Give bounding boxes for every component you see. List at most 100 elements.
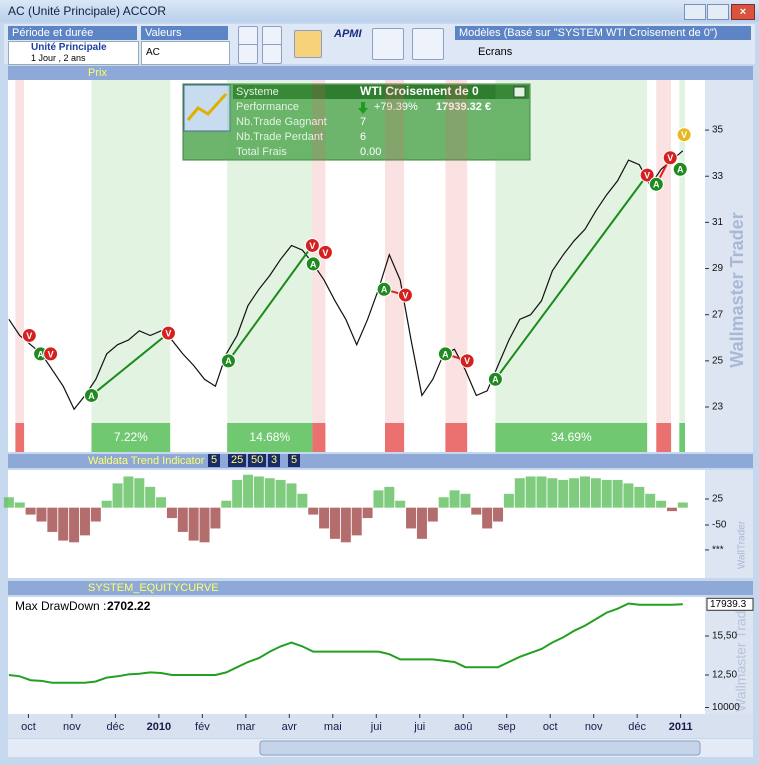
tool-icon[interactable] bbox=[238, 44, 258, 64]
close-button[interactable]: × bbox=[731, 4, 755, 20]
signal bbox=[376, 281, 392, 297]
indicator-bar bbox=[145, 486, 156, 508]
drawdown-value: 2702.22 bbox=[107, 599, 151, 613]
x-tick-label: déc bbox=[107, 721, 125, 733]
zone bbox=[679, 80, 685, 452]
signal-label: V bbox=[464, 356, 470, 366]
y-tick-label: 23 bbox=[712, 402, 724, 413]
unit: Unité Principale bbox=[31, 42, 107, 53]
signal bbox=[21, 327, 37, 343]
tool-icon[interactable] bbox=[262, 44, 282, 64]
y-tick-label: 25 bbox=[712, 494, 724, 505]
indicator-bar bbox=[590, 478, 601, 508]
system-text: 0.00 bbox=[360, 146, 381, 158]
signal-label: A bbox=[225, 356, 232, 366]
signal bbox=[437, 346, 453, 362]
indicator-bar bbox=[112, 483, 123, 508]
system-text: 17939.32 € bbox=[436, 101, 491, 113]
maximize-button[interactable] bbox=[707, 4, 729, 20]
indicator-bar bbox=[384, 486, 395, 508]
signal-label: V bbox=[644, 170, 650, 180]
indicator-bar bbox=[514, 478, 525, 508]
zone-strip bbox=[312, 423, 326, 452]
x-tick-label: jui bbox=[413, 721, 425, 733]
period-selector[interactable]: Unité Principale 1 Jour , 2 ans bbox=[8, 41, 139, 65]
indicator-bar bbox=[471, 507, 482, 515]
signal-label: A bbox=[37, 349, 44, 359]
x-tick-label: nov bbox=[585, 721, 603, 733]
current-value: 17939.3 bbox=[710, 599, 747, 610]
indicator-bar bbox=[406, 507, 417, 529]
apmi-label[interactable]: APMI bbox=[334, 28, 362, 40]
signal bbox=[487, 371, 503, 387]
indicator-bar bbox=[166, 507, 177, 519]
x-tick-label: avr bbox=[282, 721, 298, 733]
signal bbox=[639, 167, 655, 183]
signal-label: V bbox=[26, 331, 32, 341]
system-text: +79.39% bbox=[374, 101, 418, 113]
scrollbar-thumb[interactable] bbox=[259, 740, 701, 756]
tool-icon[interactable] bbox=[294, 30, 322, 58]
minimize-button[interactable] bbox=[684, 4, 706, 20]
signal bbox=[397, 287, 413, 303]
trade-line bbox=[227, 244, 314, 362]
indicator-bar bbox=[3, 497, 14, 508]
zone bbox=[227, 80, 313, 452]
indicator-bar bbox=[482, 507, 493, 529]
indicator-bar bbox=[634, 486, 645, 508]
indicator-bar bbox=[69, 507, 80, 543]
symbol: AC bbox=[146, 47, 160, 58]
window-title: AC (Unité Principale) ACCOR bbox=[8, 4, 167, 18]
zone-strip bbox=[495, 423, 648, 452]
param: 50 bbox=[248, 454, 267, 467]
indicator-bar bbox=[395, 500, 406, 508]
indicator-bar bbox=[101, 500, 112, 508]
panel-title: Prix bbox=[88, 67, 107, 79]
tool-icon[interactable] bbox=[412, 28, 444, 60]
signal-label: A bbox=[677, 165, 684, 175]
zone-strip bbox=[679, 423, 685, 452]
zone-strip bbox=[227, 423, 313, 452]
x-tick-label: 2011 bbox=[669, 721, 693, 733]
indicator-bar bbox=[253, 476, 264, 508]
indicator-bar bbox=[525, 476, 536, 508]
signal-label: A bbox=[310, 259, 317, 269]
indicator-bar bbox=[221, 500, 232, 508]
indicator-bar bbox=[373, 490, 384, 508]
x-tick-label: nov bbox=[63, 721, 81, 733]
signal bbox=[662, 150, 678, 166]
indicator-bar bbox=[319, 507, 330, 529]
signal bbox=[648, 176, 664, 192]
indicator-bar bbox=[156, 497, 167, 508]
indicator-bar bbox=[297, 493, 308, 508]
data-line bbox=[8, 602, 683, 684]
param: 3 bbox=[268, 454, 281, 467]
zone-strip bbox=[91, 423, 171, 452]
indicator-bar bbox=[536, 476, 547, 508]
symbol-box[interactable]: AC bbox=[141, 41, 230, 65]
zone-label: 14.68% bbox=[249, 430, 290, 444]
indicator-bar bbox=[493, 507, 504, 522]
zone-strip bbox=[656, 423, 672, 452]
signal-label: V bbox=[681, 130, 687, 140]
values-header: Valeurs bbox=[141, 26, 228, 40]
toolbar: Période et durée Unité Principale 1 Jour… bbox=[4, 24, 755, 65]
zone-label: 7.22% bbox=[114, 430, 148, 444]
indicator-bar bbox=[547, 478, 558, 508]
indicator-bar bbox=[308, 507, 319, 515]
panel-header: Waldata Trend Indicator 5 25 50 3 5 bbox=[8, 454, 753, 468]
tool-icon[interactable] bbox=[372, 28, 404, 60]
y-tick-label: 12,50 bbox=[712, 670, 737, 681]
drawdown-label: Max DrawDown : bbox=[15, 599, 106, 613]
screens[interactable]: Ecrans bbox=[478, 46, 513, 58]
indicator-bar bbox=[232, 479, 243, 508]
signal bbox=[459, 353, 475, 369]
signal-label: V bbox=[402, 290, 408, 300]
indicator-bar bbox=[340, 507, 351, 543]
x-tick-label: fév bbox=[195, 721, 210, 733]
indicator-bar bbox=[416, 507, 427, 539]
y-tick-label: 33 bbox=[712, 171, 724, 182]
x-tick-label: aoû bbox=[454, 721, 472, 733]
signal bbox=[43, 346, 59, 362]
